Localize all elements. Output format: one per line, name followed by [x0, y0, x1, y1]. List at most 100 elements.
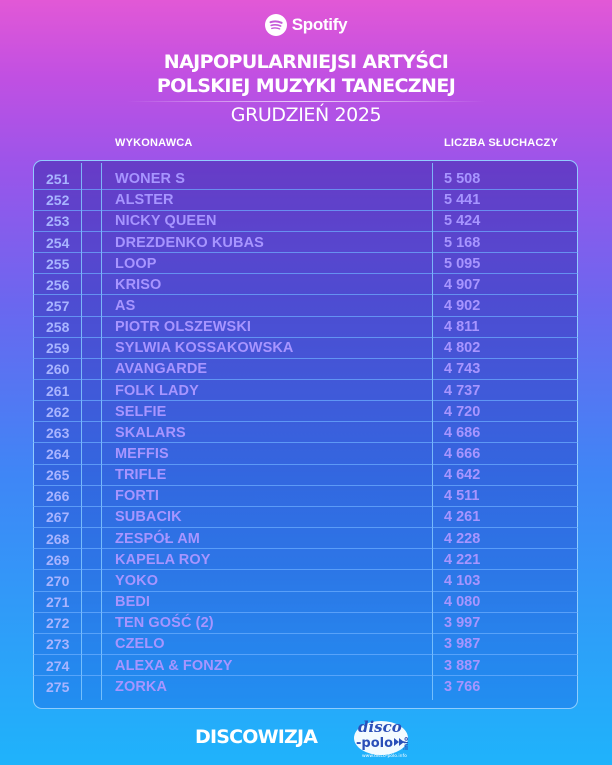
row-divider	[33, 548, 578, 550]
row-divider	[33, 421, 578, 423]
row-divider	[33, 294, 578, 296]
column-header-artist: WYKONAWCA	[115, 137, 193, 149]
listener-count: 4 228	[444, 530, 481, 547]
rank-number: 259	[46, 340, 70, 357]
listener-count: 4 907	[444, 276, 481, 293]
disco-polo-logo-top: disco	[358, 718, 402, 736]
table-row: 267 SUBACIK 4 261	[33, 507, 578, 529]
table-row: 260 AVANGARDE 4 743	[33, 359, 578, 381]
artist-name: FOLK LADY	[115, 382, 199, 399]
row-divider	[33, 505, 578, 507]
table-row: 252 ALSTER 5 441	[33, 190, 578, 211]
listener-count: 4 802	[444, 340, 481, 357]
table-row: 271 BEDI 4 080	[33, 592, 578, 613]
row-divider	[33, 442, 578, 444]
table-row: 265 TRIFLE 4 642	[33, 465, 578, 486]
rank-number: 275	[46, 678, 70, 695]
listener-count: 4 737	[444, 382, 481, 399]
row-divider	[33, 209, 578, 211]
row-divider	[33, 188, 578, 190]
artist-name: BEDI	[115, 594, 151, 611]
rank-number: 262	[46, 403, 70, 420]
listener-count: 4 743	[444, 361, 481, 378]
rank-number: 255	[46, 255, 70, 272]
table-row: 263 SKALARS 4 686	[33, 422, 578, 444]
rank-number: 264	[46, 446, 70, 463]
table-row: 273 CZELO 3 987	[33, 634, 578, 655]
artist-name: SYLWIA KOSSAKOWSKA	[115, 340, 294, 357]
row-divider	[33, 315, 578, 317]
title-line-2: POLSKIEJ MUZYKI TANECZNEJ	[156, 75, 456, 97]
artist-name: NICKY QUEEN	[115, 213, 217, 230]
listener-count: 4 902	[444, 297, 481, 314]
rank-number: 273	[46, 636, 70, 653]
row-divider	[33, 230, 578, 232]
listener-count: 4 261	[444, 509, 481, 526]
listener-count: 4 103	[444, 572, 481, 589]
listener-count: 3 987	[444, 636, 481, 653]
rank-number: 251	[46, 171, 70, 188]
rank-number: 253	[46, 213, 70, 230]
artist-name: LOOP	[115, 255, 157, 272]
artist-name: TEN GOŚĆ (2)	[115, 615, 214, 632]
listener-count: 4 080	[444, 594, 481, 611]
row-divider	[33, 463, 578, 465]
listener-count: 5 168	[444, 234, 481, 251]
table-row: 266 FORTI 4 511	[33, 486, 578, 507]
table-row: 275 ZORKA 3 766	[35, 676, 576, 697]
title-line-1: NAJPOPULARNIEJSI ARTYŚCI	[163, 51, 449, 73]
artist-name: PIOTR OLSZEWSKI	[115, 319, 252, 336]
artist-name: CZELO	[115, 636, 165, 653]
artist-name: ALSTER	[115, 192, 174, 209]
column-divider	[81, 163, 82, 700]
listener-count: 5 508	[444, 171, 481, 188]
listener-count: 5 095	[444, 255, 481, 272]
artist-name: DREZDENKO KUBAS	[115, 234, 264, 251]
spotify-logo: Spotify	[0, 14, 612, 36]
rank-number: 266	[46, 488, 70, 505]
disco-polo-logo-side: info	[403, 737, 410, 750]
artist-name: AVANGARDE	[115, 361, 208, 378]
rank-number: 260	[46, 361, 70, 378]
table-row: 274 ALEXA & FONZY 3 887	[33, 655, 578, 677]
spotify-icon	[264, 14, 287, 36]
listener-count: 4 811	[444, 319, 480, 336]
listener-count: 4 720	[444, 403, 481, 420]
spotify-wordmark: Spotify	[291, 15, 348, 34]
table-row: 272 TEN GOŚĆ (2) 3 997	[33, 613, 578, 634]
listener-count: 3 997	[444, 615, 481, 632]
rank-number: 265	[46, 467, 70, 484]
listener-count: 3 766	[444, 678, 481, 695]
fast-forward-icon	[394, 738, 404, 746]
row-divider	[33, 590, 578, 592]
artist-name: ALEXA & FONZY	[115, 657, 233, 674]
listener-count: 3 887	[444, 657, 481, 674]
artist-name: YOKO	[115, 572, 159, 589]
row-divider	[33, 252, 578, 254]
listener-count: 5 441	[444, 192, 481, 209]
rank-number: 269	[46, 551, 70, 568]
rank-number: 267	[46, 509, 70, 526]
column-header-listeners: LICZBA SŁUCHACZY	[444, 137, 559, 149]
table-row: 259 SYLWIA KOSSAKOWSKA 4 802	[33, 338, 578, 359]
table-row: 264 MEFFIS 4 666	[33, 443, 578, 465]
rank-number: 257	[46, 297, 70, 314]
artist-name: SELFIE	[115, 403, 167, 420]
page-title: NAJPOPULARNIEJSI ARTYŚCI POLSKIEJ MUZYKI…	[0, 50, 612, 98]
rank-number: 256	[46, 276, 70, 293]
rank-number: 272	[46, 615, 70, 632]
table-row: 254 DREZDENKO KUBAS 5 168	[33, 232, 578, 254]
row-divider	[33, 357, 578, 359]
listener-count: 4 686	[444, 424, 481, 441]
row-divider	[33, 336, 578, 338]
row-divider	[33, 611, 578, 613]
row-divider	[33, 527, 578, 529]
table-row: 261 FOLK LADY 4 737	[33, 380, 578, 402]
disco-polo-logo-url: www.disco-polo.info	[362, 753, 407, 759]
artist-name: SKALARS	[115, 424, 186, 441]
rank-number: 258	[46, 319, 70, 336]
artist-name: TRIFLE	[115, 467, 167, 484]
row-divider	[33, 569, 578, 571]
table-row: 257 AS 4 902	[33, 295, 578, 317]
row-divider	[33, 484, 578, 486]
